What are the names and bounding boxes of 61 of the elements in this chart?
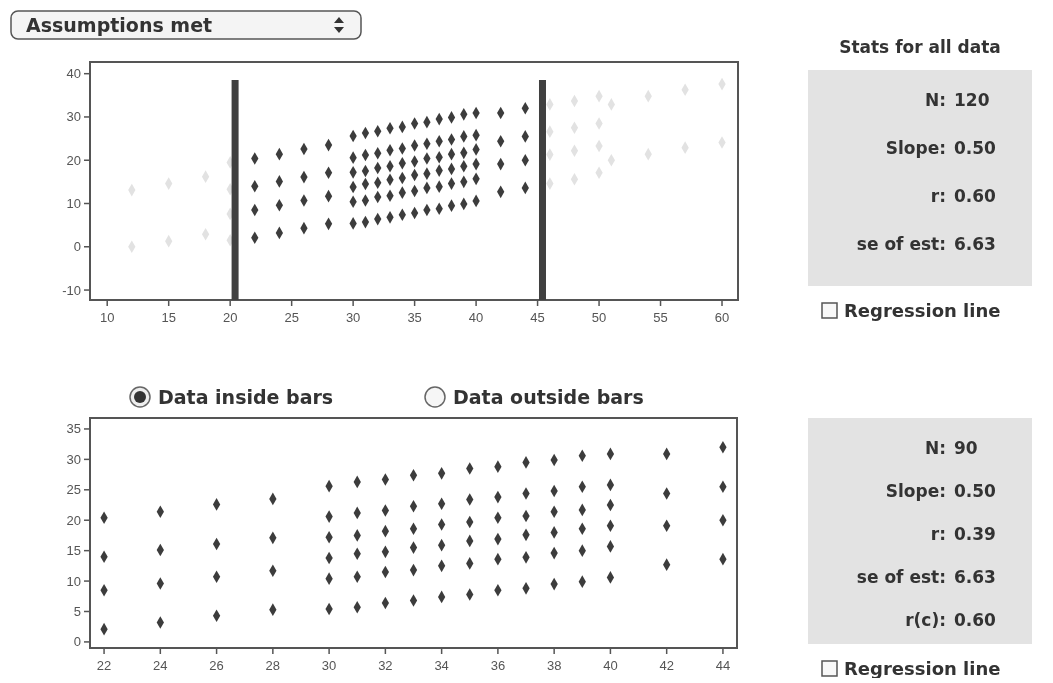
text: se of est: — [856, 234, 946, 254]
x-tick-label: 35 — [407, 310, 422, 325]
text: se of est: — [856, 567, 946, 587]
text: Assumptions met — [26, 14, 213, 36]
text: 6.63 — [954, 567, 996, 587]
y-tick-label: 0 — [73, 634, 81, 650]
text: Data inside bars — [158, 386, 334, 408]
text: 90 — [954, 438, 978, 458]
x-tick-label: 34 — [434, 658, 449, 673]
x-tick-label: 36 — [490, 658, 506, 673]
y-tick-label: 20 — [66, 512, 81, 528]
y-tick-label: 10 — [66, 196, 81, 211]
x-tick-label: 15 — [161, 310, 176, 325]
text: r: — [930, 186, 946, 206]
x-tick-label: 28 — [265, 658, 281, 673]
x-tick-label: 44 — [715, 658, 731, 673]
text: Slope: — [885, 481, 946, 501]
x-tick-label: 50 — [591, 310, 607, 325]
x-tick-label: 30 — [321, 658, 337, 673]
text: Data outside bars — [453, 386, 644, 408]
y-tick-label: 25 — [66, 482, 81, 498]
text: r(c): — [905, 610, 946, 630]
x-tick-label: 30 — [345, 310, 361, 325]
x-tick-label: 26 — [209, 658, 224, 673]
x-tick-label: 25 — [284, 310, 299, 325]
text: 0.60 — [954, 186, 997, 206]
x-tick-label: 10 — [99, 310, 115, 325]
x-tick-label: 24 — [153, 658, 168, 673]
y-tick-label: 10 — [66, 573, 81, 589]
text: Slope: — [885, 138, 946, 158]
x-tick-label: 42 — [659, 658, 674, 673]
text: 120 — [954, 90, 990, 110]
text: 0.39 — [954, 524, 996, 544]
x-tick-label: 22 — [96, 658, 112, 673]
x-tick-label: 40 — [603, 658, 618, 673]
text: Regression line — [844, 658, 1001, 679]
y-tick-label: -10 — [62, 282, 81, 298]
x-tick-label: 38 — [546, 658, 562, 673]
text: Regression line — [844, 300, 1001, 321]
x-tick-label: 55 — [653, 310, 668, 325]
text: 0.50 — [954, 481, 997, 501]
text: 0.50 — [954, 138, 997, 158]
text: r: — [930, 524, 946, 544]
y-tick-label: 0 — [73, 239, 81, 255]
text: 6.63 — [954, 234, 996, 254]
y-tick-label: 30 — [66, 451, 81, 467]
text: Stats for all data — [839, 37, 1001, 57]
y-tick-label: 15 — [66, 543, 81, 559]
x-tick-label: 32 — [378, 658, 393, 673]
text: N: — [924, 90, 946, 110]
text: 0.60 — [954, 610, 997, 630]
text: N: — [924, 438, 946, 458]
y-tick-label: 5 — [73, 603, 81, 619]
x-tick-label: 20 — [222, 310, 238, 325]
x-tick-label: 45 — [530, 310, 545, 325]
x-tick-label: 60 — [714, 310, 730, 325]
x-tick-label: 40 — [468, 310, 484, 325]
y-tick-label: 20 — [66, 152, 81, 168]
y-tick-label: 40 — [66, 66, 81, 82]
y-tick-label: 30 — [66, 109, 81, 125]
y-tick-label: 35 — [66, 421, 81, 437]
